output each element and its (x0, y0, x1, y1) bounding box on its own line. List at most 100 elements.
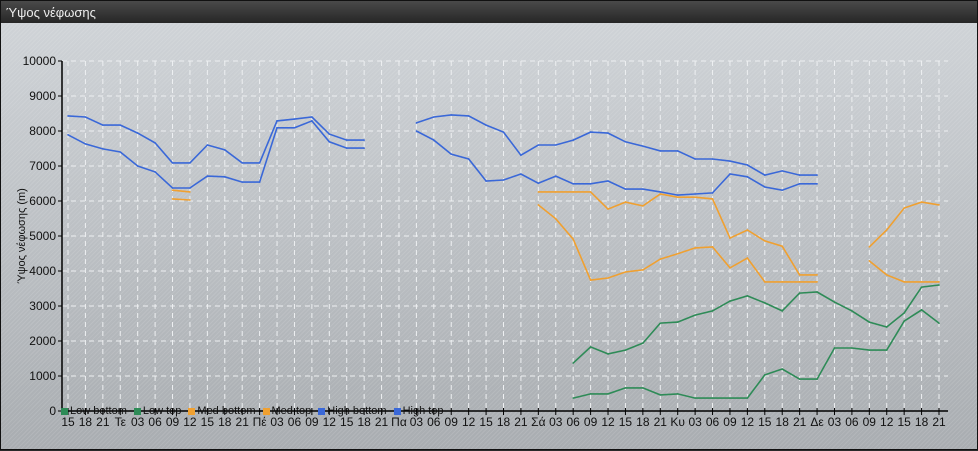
x-tick-label: 06 (427, 415, 441, 429)
y-tick-label: 2000 (29, 334, 56, 348)
x-tick-label: 09 (723, 415, 737, 429)
x-tick-label: Πέ (253, 415, 268, 429)
x-tick-label: 12 (183, 415, 197, 429)
x-tick-label: 09 (445, 415, 459, 429)
y-tick-label: 4000 (29, 264, 56, 278)
series-line-segment (868, 260, 939, 283)
series-line-segment (573, 308, 940, 399)
x-tick-label: 03 (270, 415, 284, 429)
x-tick-label: 12 (462, 415, 476, 429)
window-title: Ύψος νέφωσης (1, 1, 977, 23)
x-tick-label: 03 (410, 415, 424, 429)
x-tick-label: 21 (514, 415, 528, 429)
x-tick-label: Κυ (670, 415, 685, 429)
x-tick-label: 09 (166, 415, 180, 429)
x-tick-label: 15 (897, 415, 911, 429)
legend-label: Med bottom (197, 405, 256, 417)
x-tick-label: 06 (148, 415, 162, 429)
x-tick-label: 21 (96, 415, 110, 429)
x-tick-label: 18 (79, 415, 93, 429)
series-low-top (572, 284, 940, 364)
series-line-segment (572, 284, 940, 364)
x-tick-label: Τε (115, 415, 127, 429)
legend-label: Low bottom (70, 405, 127, 417)
legend-label: High bottom (327, 405, 387, 417)
y-tick-label: 3000 (29, 299, 56, 313)
legend-label: Med top (271, 405, 312, 417)
x-tick-label: 18 (776, 415, 790, 429)
y-tick-label: 6000 (29, 194, 56, 208)
series-med-top (171, 189, 940, 276)
x-tick-label: 06 (706, 415, 720, 429)
x-tick-label: 09 (305, 415, 319, 429)
legend-swatch (61, 407, 68, 415)
x-tick-label: 21 (236, 415, 250, 429)
x-tick-label: 15 (340, 415, 354, 429)
x-tick-label: 12 (741, 415, 755, 429)
y-axis-label: Ύψος νέφωσης (m) (16, 188, 28, 284)
legend-swatch (318, 407, 326, 415)
legend-swatch (188, 407, 196, 415)
x-tick-label: 12 (323, 415, 337, 429)
x-tick-label: 15 (758, 415, 772, 429)
legend-item[interactable]: Med top (262, 405, 312, 417)
x-tick-label: 12 (880, 415, 894, 429)
series-line-segment (172, 198, 190, 201)
series-high-top (67, 114, 818, 176)
y-tick-label: 0 (49, 404, 56, 418)
legend: Low bottom Low top Med bottom Med top High b… (61, 405, 444, 417)
legend-label: Low top (142, 405, 182, 417)
y-tick-label: 7000 (29, 159, 56, 173)
series-low-bottom (572, 308, 940, 399)
x-tick-label: 03 (131, 415, 145, 429)
x-tick-label: Πα (391, 415, 407, 429)
x-tick-label: 15 (619, 415, 633, 429)
x-tick-label: 12 (601, 415, 615, 429)
series-line-segment (67, 119, 365, 189)
x-tick-label: 03 (549, 415, 563, 429)
x-tick-label: 15 (201, 415, 215, 429)
x-tick-label: 06 (288, 415, 302, 429)
x-tick-label: 18 (218, 415, 232, 429)
x-tick-label: 18 (357, 415, 371, 429)
legend-item[interactable]: Med bottom (188, 405, 256, 417)
x-tick-label: 18 (636, 415, 650, 429)
series-line-segment (537, 204, 818, 283)
series-line-segment (868, 201, 940, 248)
legend-label: High top (402, 405, 444, 417)
legend-item[interactable]: Low top (133, 405, 182, 417)
legend-swatch (262, 407, 270, 415)
series-line-segment (67, 115, 365, 164)
legend-item[interactable]: Low bottom (61, 405, 127, 417)
x-tick-label: 09 (863, 415, 877, 429)
series-line-segment (538, 191, 818, 276)
legend-item[interactable]: High top (393, 405, 444, 417)
y-tick-label: 8000 (29, 124, 56, 138)
x-tick-label: 18 (497, 415, 511, 429)
x-tick-label: 21 (793, 415, 807, 429)
x-tick-label: 06 (845, 415, 859, 429)
x-tick-label: 03 (828, 415, 842, 429)
x-tick-label: 21 (654, 415, 668, 429)
legend-swatch (393, 407, 401, 415)
legend-swatch (133, 407, 141, 415)
series-line-segment (416, 130, 818, 196)
series-line-segment (172, 189, 190, 193)
series-med-bottom (171, 198, 940, 283)
series-high-bottom (67, 119, 818, 196)
x-tick-label: 18 (915, 415, 929, 429)
legend-item[interactable]: High bottom (318, 405, 387, 417)
y-tick-label: 1000 (29, 369, 56, 383)
x-tick-label: 15 (61, 415, 75, 429)
x-tick-label: 15 (479, 415, 493, 429)
y-tick-label: 9000 (29, 89, 56, 103)
x-tick-label: 03 (688, 415, 702, 429)
x-tick-label: Δε (810, 415, 824, 429)
x-tick-label: 21 (932, 415, 946, 429)
y-tick-label: 10000 (23, 54, 57, 68)
x-tick-label: 06 (567, 415, 581, 429)
series-line-segment (416, 114, 818, 176)
y-tick-label: 5000 (29, 229, 56, 243)
